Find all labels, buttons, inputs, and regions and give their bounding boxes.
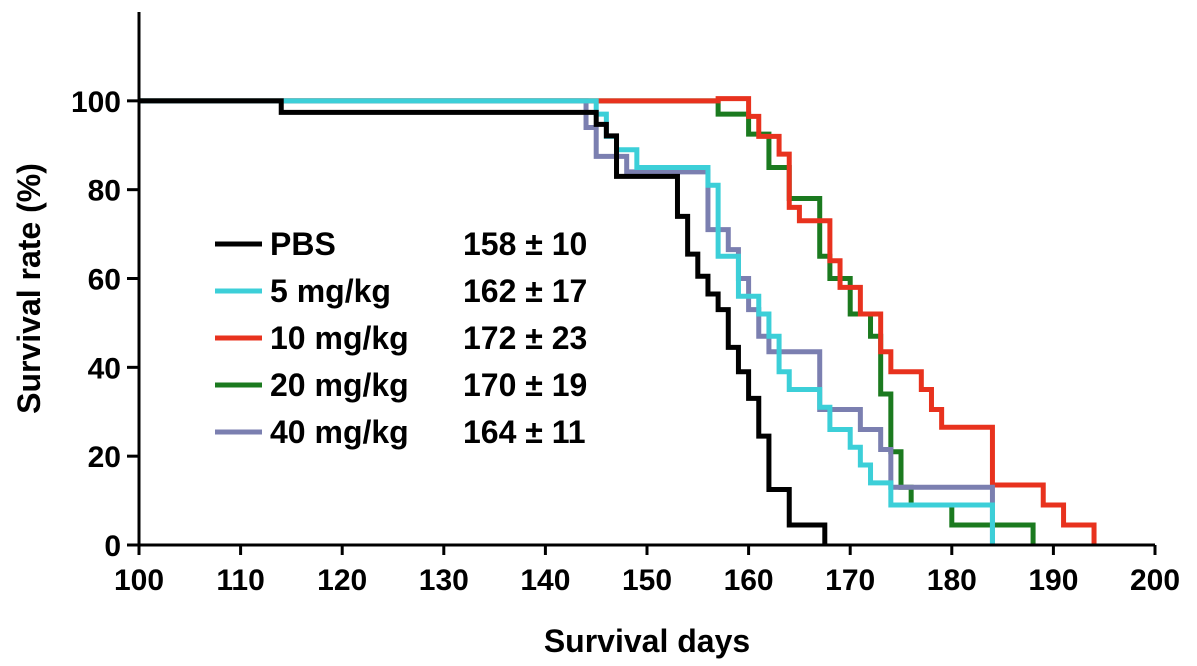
legend-label-pbs: PBS <box>270 226 336 262</box>
legend-stat-40-mg-kg: 164 ± 11 <box>463 414 586 450</box>
legend-label-20-mg-kg: 20 mg/kg <box>270 367 409 403</box>
legend-stat-10-mg-kg: 172 ± 23 <box>463 320 587 356</box>
y-tick-label: 80 <box>88 175 121 208</box>
x-tick-label: 200 <box>1130 564 1180 597</box>
legend-stat-20-mg-kg: 170 ± 19 <box>463 367 587 403</box>
x-tick-label: 160 <box>724 564 774 597</box>
x-tick-label: 190 <box>1028 564 1078 597</box>
x-tick-label: 120 <box>317 564 367 597</box>
y-tick-label: 40 <box>88 352 121 385</box>
series-line-pbs <box>139 98 828 545</box>
series-lines <box>139 96 1097 545</box>
legend-label-40-mg-kg: 40 mg/kg <box>270 414 409 450</box>
x-tick-label: 130 <box>419 564 469 597</box>
legend-label-5-mg-kg: 5 mg/kg <box>270 273 391 309</box>
x-axis-title: Survival days <box>544 623 750 659</box>
x-tick-label: 140 <box>520 564 570 597</box>
y-tick-label: 60 <box>88 264 121 297</box>
y-tick-label: 0 <box>104 530 121 563</box>
y-axis-title: Survival rate (%) <box>11 163 47 414</box>
x-tick-label: 100 <box>114 564 164 597</box>
x-tick-label: 170 <box>825 564 875 597</box>
legend-stat-5-mg-kg: 162 ± 17 <box>463 273 587 309</box>
legend-label-10-mg-kg: 10 mg/kg <box>270 320 409 356</box>
y-tick-label: 100 <box>71 86 121 119</box>
x-tick-label: 180 <box>927 564 977 597</box>
x-tick-label: 150 <box>622 564 672 597</box>
y-axis-ticks: 0 20 40 60 80 100 <box>71 86 139 563</box>
x-tick-label: 110 <box>216 564 264 597</box>
legend-stat-pbs: 158 ± 10 <box>463 226 587 262</box>
legend: PBS 158 ± 10 5 mg/kg 162 ± 17 10 mg/kg 172 ± … <box>215 226 587 450</box>
y-tick-label: 20 <box>88 441 121 474</box>
x-axis-ticks: 100 110 120 130 140 150 160 170 180 190 200 <box>114 545 1180 597</box>
